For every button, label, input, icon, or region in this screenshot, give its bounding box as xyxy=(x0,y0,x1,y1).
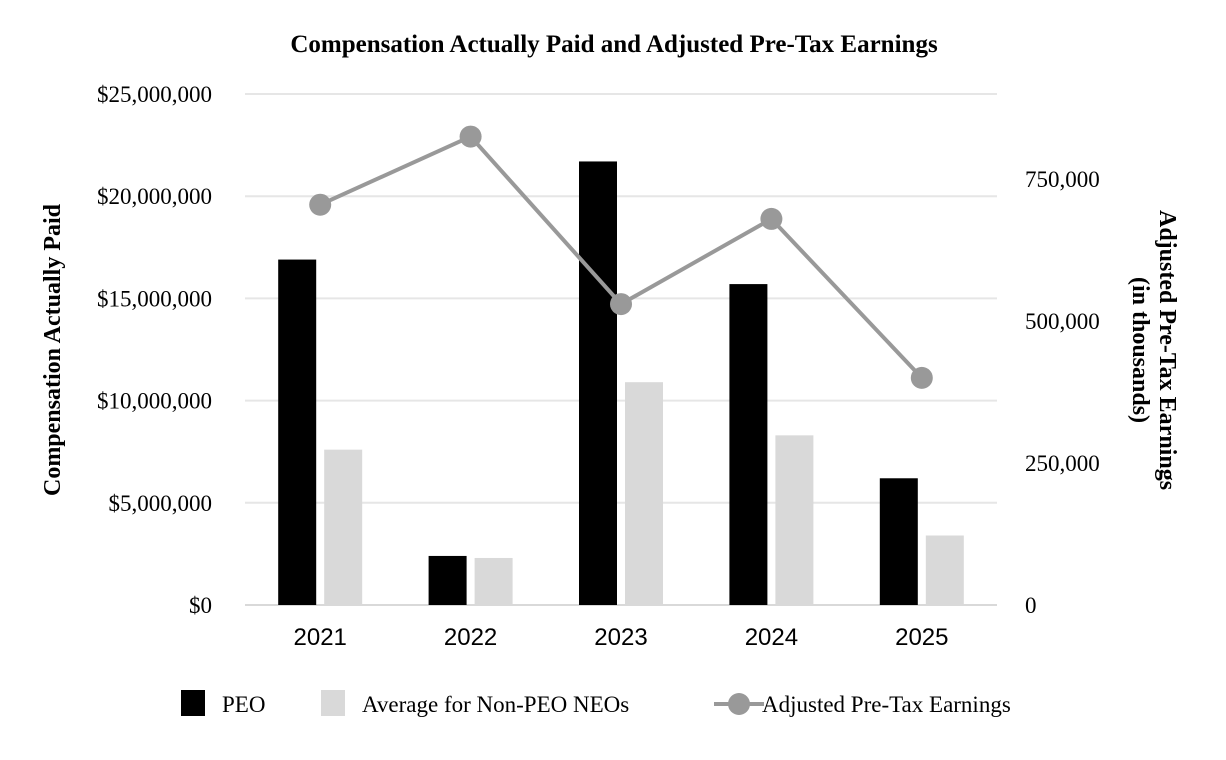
bar-peo xyxy=(428,555,467,605)
bar-non-peo xyxy=(925,535,964,605)
earnings-point xyxy=(610,293,632,316)
left-tick-label: $5,000,000 xyxy=(109,491,213,516)
legend-label-non-peo: Average for Non-PEO NEOs xyxy=(362,692,629,717)
right-tick-label: 0 xyxy=(1025,593,1037,618)
bar-non-peo xyxy=(324,449,363,605)
right-tick-label: 750,000 xyxy=(1025,167,1100,192)
right-tick-label: 500,000 xyxy=(1025,309,1100,334)
bar-peo xyxy=(879,478,918,605)
left-tick-label: $0 xyxy=(189,593,212,618)
earnings-line-path xyxy=(319,134,924,380)
earnings-point xyxy=(760,207,783,230)
category-label: 2021 xyxy=(294,624,347,651)
bars xyxy=(278,161,964,605)
bar-non-peo xyxy=(625,382,663,605)
left-tick-label: $20,000,000 xyxy=(97,184,212,209)
left-axis-ticks: $0 $5,000,000 $10,000,000 $15,000,000 $20,00… xyxy=(97,82,212,618)
category-label: 2023 xyxy=(594,624,647,651)
bar-peo xyxy=(729,284,768,605)
legend-marker-earnings xyxy=(728,693,750,715)
bar-non-peo xyxy=(474,557,513,605)
legend-label-peo: PEO xyxy=(222,692,265,717)
left-tick-label: $10,000,000 xyxy=(97,389,212,414)
right-axis-ticks: 0 250,000 500,000 750,000 xyxy=(1025,167,1100,618)
left-tick-label: $15,000,000 xyxy=(97,286,212,311)
category-label: 2022 xyxy=(444,624,497,651)
category-labels: 2021 2022 2023 2024 2025 xyxy=(294,624,949,651)
right-axis-title-line1: Adjusted Pre-Tax Earnings xyxy=(1154,210,1180,490)
left-tick-label: $25,000,000 xyxy=(97,82,212,107)
gridlines xyxy=(245,93,997,606)
legend-label-earnings: Adjusted Pre-Tax Earnings xyxy=(762,692,1011,717)
left-axis-title: Compensation Actually Paid xyxy=(40,203,66,496)
legend-swatch-non-peo xyxy=(321,690,345,716)
bar-peo xyxy=(278,259,317,605)
earnings-point xyxy=(309,193,332,216)
category-label: 2024 xyxy=(745,624,798,651)
right-tick-label: 250,000 xyxy=(1025,451,1100,476)
earnings-line xyxy=(309,125,933,389)
bar-peo xyxy=(579,161,617,605)
right-axis-title-line2: (in thousands) xyxy=(1127,277,1153,423)
legend: PEO Average for Non-PEO NEOs Adjusted Pr… xyxy=(181,690,1011,717)
earnings-point xyxy=(459,125,482,148)
bar-non-peo xyxy=(775,435,814,605)
category-label: 2025 xyxy=(895,624,948,651)
earnings-point xyxy=(910,366,933,389)
legend-swatch-peo xyxy=(181,690,205,716)
chart-title: Compensation Actually Paid and Adjusted … xyxy=(290,31,938,58)
